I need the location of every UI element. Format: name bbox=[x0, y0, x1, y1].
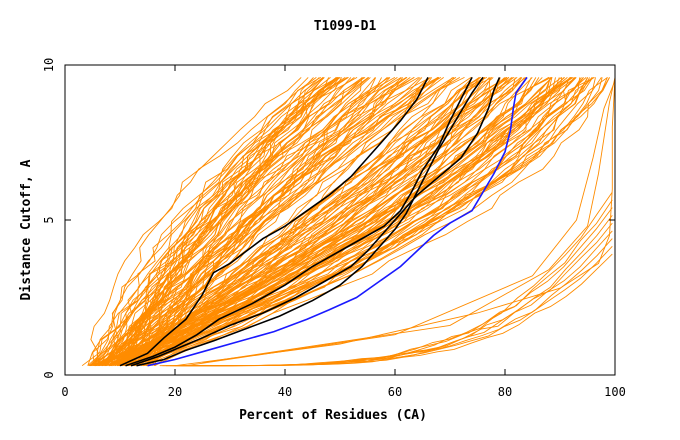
series-line-black bbox=[136, 76, 484, 367]
y-tick-label: 5 bbox=[42, 216, 56, 223]
model-curve bbox=[90, 77, 317, 366]
model-curve bbox=[136, 77, 440, 367]
x-axis: 0 20 40 60 80 100 bbox=[61, 65, 626, 399]
model-curve bbox=[101, 77, 408, 366]
model-curve bbox=[137, 77, 549, 367]
y-axis-label: Distance Cutoff, A bbox=[19, 159, 34, 300]
model-curve bbox=[102, 77, 439, 367]
model-curve bbox=[91, 77, 481, 367]
model-curve bbox=[140, 77, 320, 366]
model-curve bbox=[88, 77, 481, 367]
model-curve bbox=[133, 77, 402, 366]
x-tick-label: 0 bbox=[61, 385, 68, 399]
x-tick-label: 80 bbox=[498, 385, 512, 399]
y-tick-label: 10 bbox=[42, 58, 56, 72]
orange-model-curves bbox=[81, 76, 616, 367]
model-curve bbox=[109, 77, 590, 367]
highlighted-series bbox=[119, 76, 528, 367]
model-curve bbox=[95, 77, 575, 367]
model-curve bbox=[105, 77, 562, 367]
y-axis: 0 5 10 bbox=[42, 58, 615, 379]
model-curve bbox=[104, 77, 533, 367]
x-tick-label: 60 bbox=[388, 385, 402, 399]
model-curve bbox=[134, 77, 553, 367]
model-curve bbox=[129, 76, 439, 366]
model-curve bbox=[119, 77, 455, 367]
x-axis-label: Percent of Residues (CA) bbox=[239, 408, 427, 423]
model-curve bbox=[104, 77, 324, 366]
x-tick-label: 100 bbox=[604, 385, 626, 399]
model-curve bbox=[112, 77, 339, 366]
model-curve bbox=[95, 77, 429, 366]
model-curve bbox=[154, 77, 576, 367]
model-curve bbox=[202, 77, 616, 364]
model-curve bbox=[116, 77, 371, 366]
series-line-black bbox=[119, 77, 429, 367]
model-curve bbox=[115, 77, 568, 367]
x-tick-label: 20 bbox=[168, 385, 182, 399]
model-curve bbox=[99, 77, 552, 367]
series-line-black bbox=[130, 77, 501, 367]
model-curve bbox=[118, 77, 572, 367]
series-line-blue bbox=[147, 76, 528, 367]
model-curve bbox=[117, 76, 595, 367]
model-curve bbox=[89, 77, 582, 367]
model-curve bbox=[147, 77, 324, 366]
model-curve bbox=[135, 77, 608, 367]
y-tick-label: 0 bbox=[42, 371, 56, 378]
model-curve bbox=[106, 77, 302, 366]
model-curve bbox=[138, 77, 337, 366]
model-curve bbox=[92, 77, 325, 366]
model-curve bbox=[174, 77, 616, 367]
model-curve bbox=[175, 191, 613, 367]
model-curve bbox=[122, 77, 453, 367]
chart-title: T1099-D1 bbox=[314, 19, 377, 34]
model-curve bbox=[103, 77, 396, 366]
model-curve bbox=[145, 77, 363, 366]
model-curve bbox=[143, 77, 363, 367]
x-tick-label: 40 bbox=[278, 385, 292, 399]
model-curve bbox=[114, 77, 571, 367]
model-curve bbox=[105, 77, 365, 367]
series-line-black bbox=[125, 77, 473, 367]
